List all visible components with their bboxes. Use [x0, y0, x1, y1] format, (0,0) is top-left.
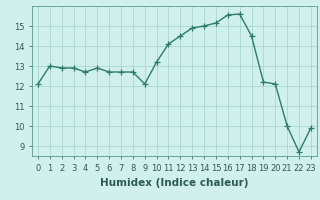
X-axis label: Humidex (Indice chaleur): Humidex (Indice chaleur): [100, 178, 249, 188]
